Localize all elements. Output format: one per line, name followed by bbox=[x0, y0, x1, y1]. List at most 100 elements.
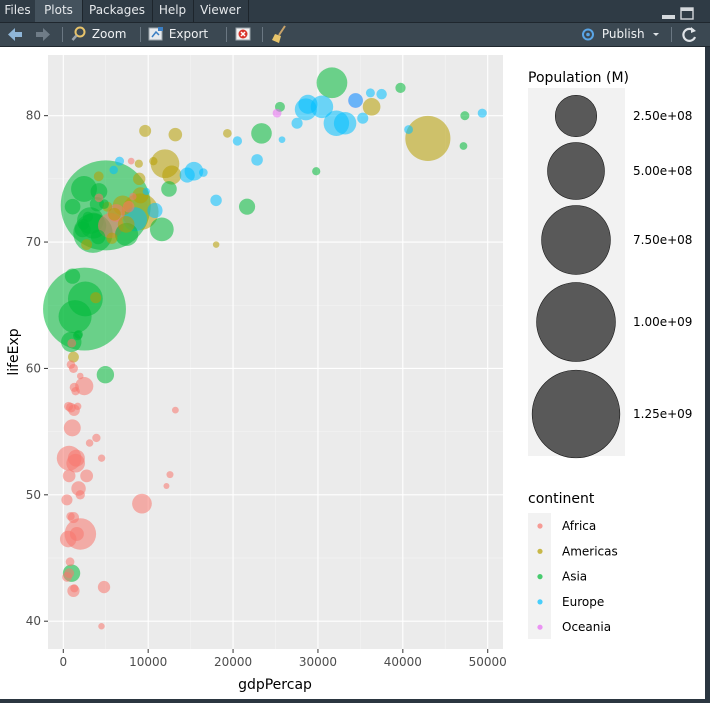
x-tick-label: 40000 bbox=[384, 655, 422, 669]
arrow-left-icon bbox=[8, 28, 22, 41]
export-label: Export bbox=[168, 27, 209, 41]
data-point-africa bbox=[64, 401, 74, 411]
tab-help[interactable]: Help bbox=[152, 0, 194, 22]
data-point-americas bbox=[139, 124, 152, 137]
zoom-magnifier-icon bbox=[71, 26, 86, 41]
data-point-africa bbox=[92, 433, 101, 443]
data-point-asia bbox=[312, 167, 321, 176]
data-point-asia bbox=[238, 198, 256, 215]
color-legend-label: Americas bbox=[562, 544, 618, 558]
data-point-europe bbox=[477, 108, 487, 118]
data-point-europe bbox=[376, 88, 387, 100]
refresh-icon bbox=[682, 27, 697, 42]
data-point-asia bbox=[460, 111, 470, 121]
data-point-europe bbox=[357, 112, 369, 124]
size-legend-label: 1.25e+09 bbox=[633, 407, 692, 421]
x-tick-label: 50000 bbox=[469, 655, 507, 669]
pane-tab-bar: Files Plots Packages Help Viewer bbox=[0, 0, 710, 22]
data-point-asia bbox=[74, 329, 83, 339]
data-point-europe bbox=[251, 154, 263, 166]
data-point-europe bbox=[278, 136, 286, 144]
size-legend-title: Population (M) bbox=[528, 70, 629, 86]
data-point-asia bbox=[71, 176, 97, 202]
data-point-africa bbox=[62, 572, 73, 582]
data-point-americas bbox=[168, 127, 183, 142]
data-point-asia bbox=[161, 181, 177, 197]
data-point-africa bbox=[94, 193, 104, 203]
data-point-africa bbox=[66, 360, 76, 369]
tab-viewer[interactable]: Viewer bbox=[193, 0, 249, 22]
x-tick-label: 30000 bbox=[299, 655, 337, 669]
data-point-europe bbox=[404, 125, 413, 134]
data-point-americas bbox=[117, 216, 135, 233]
size-legend-label: 7.50e+08 bbox=[633, 233, 692, 247]
zoom-label: Zoom bbox=[91, 27, 127, 41]
data-point-asia bbox=[316, 67, 348, 99]
data-point-africa bbox=[97, 580, 111, 594]
data-point-americas bbox=[93, 171, 104, 182]
color-legend-key-africa bbox=[537, 523, 543, 529]
publish-label: Publish bbox=[601, 27, 645, 41]
data-point-africa bbox=[127, 157, 135, 165]
export-button[interactable]: Export bbox=[147, 23, 219, 59]
forward-button[interactable] bbox=[34, 23, 52, 46]
clear-all-button[interactable] bbox=[270, 23, 290, 46]
tab-packages[interactable]: Packages bbox=[82, 0, 153, 22]
data-point-africa bbox=[85, 439, 94, 447]
data-point-europe bbox=[147, 202, 163, 219]
data-point-europe bbox=[365, 88, 375, 98]
data-point-europe bbox=[298, 94, 318, 114]
data-point-americas bbox=[108, 207, 121, 221]
data-point-americas bbox=[134, 159, 143, 168]
data-point-asia bbox=[64, 198, 81, 215]
zoom-button[interactable]: Zoom bbox=[70, 23, 132, 46]
data-point-asia bbox=[64, 268, 81, 284]
publish-button[interactable]: Publish bbox=[580, 23, 664, 46]
data-point-asia bbox=[459, 142, 468, 150]
tab-files[interactable]: Files bbox=[0, 0, 36, 22]
remove-plot-icon bbox=[235, 27, 251, 41]
tab-plots[interactable]: Plots bbox=[35, 0, 83, 22]
y-axis-title: lifeExp bbox=[6, 328, 22, 375]
data-point-americas bbox=[149, 156, 158, 166]
data-point-europe bbox=[232, 136, 243, 146]
data-point-americas bbox=[212, 241, 220, 248]
pane-edge bbox=[705, 47, 710, 699]
minimize-pane-icon[interactable] bbox=[662, 5, 675, 19]
data-point-asia bbox=[82, 211, 94, 222]
maximize-pane-icon[interactable] bbox=[680, 5, 694, 20]
data-point-americas bbox=[362, 97, 381, 116]
size-legend-key bbox=[547, 142, 605, 200]
y-tick-label: 60 bbox=[26, 361, 41, 375]
data-point-africa bbox=[67, 338, 77, 348]
refresh-button[interactable] bbox=[680, 23, 700, 46]
data-point-africa bbox=[122, 200, 135, 213]
data-point-africa bbox=[132, 493, 152, 514]
back-button[interactable] bbox=[6, 23, 24, 46]
data-point-asia bbox=[99, 199, 109, 210]
color-legend-label: Oceania bbox=[562, 620, 611, 634]
remove-plot-button[interactable] bbox=[234, 23, 254, 46]
data-point-africa bbox=[65, 557, 75, 567]
data-point-africa bbox=[80, 469, 94, 483]
data-point-africa bbox=[98, 623, 105, 630]
data-point-africa bbox=[166, 471, 174, 479]
data-point-europe bbox=[210, 194, 222, 207]
data-point-americas bbox=[162, 165, 182, 185]
x-tick-label: 20000 bbox=[214, 655, 252, 669]
data-point-africa bbox=[70, 584, 79, 593]
data-point-africa bbox=[74, 402, 82, 411]
data-point-europe bbox=[109, 165, 118, 175]
data-point-africa bbox=[163, 482, 170, 489]
data-point-americas bbox=[133, 172, 146, 186]
data-point-africa bbox=[69, 527, 84, 541]
plots-toolbar: Zoom Export Publish bbox=[0, 22, 710, 59]
y-tick-label: 80 bbox=[26, 109, 41, 123]
color-legend-label: Asia bbox=[562, 570, 587, 584]
data-point-africa bbox=[67, 449, 85, 467]
y-tick-label: 40 bbox=[26, 614, 41, 628]
x-axis-title: gdpPercap bbox=[238, 677, 312, 693]
data-point-asia bbox=[58, 300, 92, 334]
data-point-asia bbox=[90, 183, 108, 200]
data-point-europe bbox=[333, 112, 357, 135]
